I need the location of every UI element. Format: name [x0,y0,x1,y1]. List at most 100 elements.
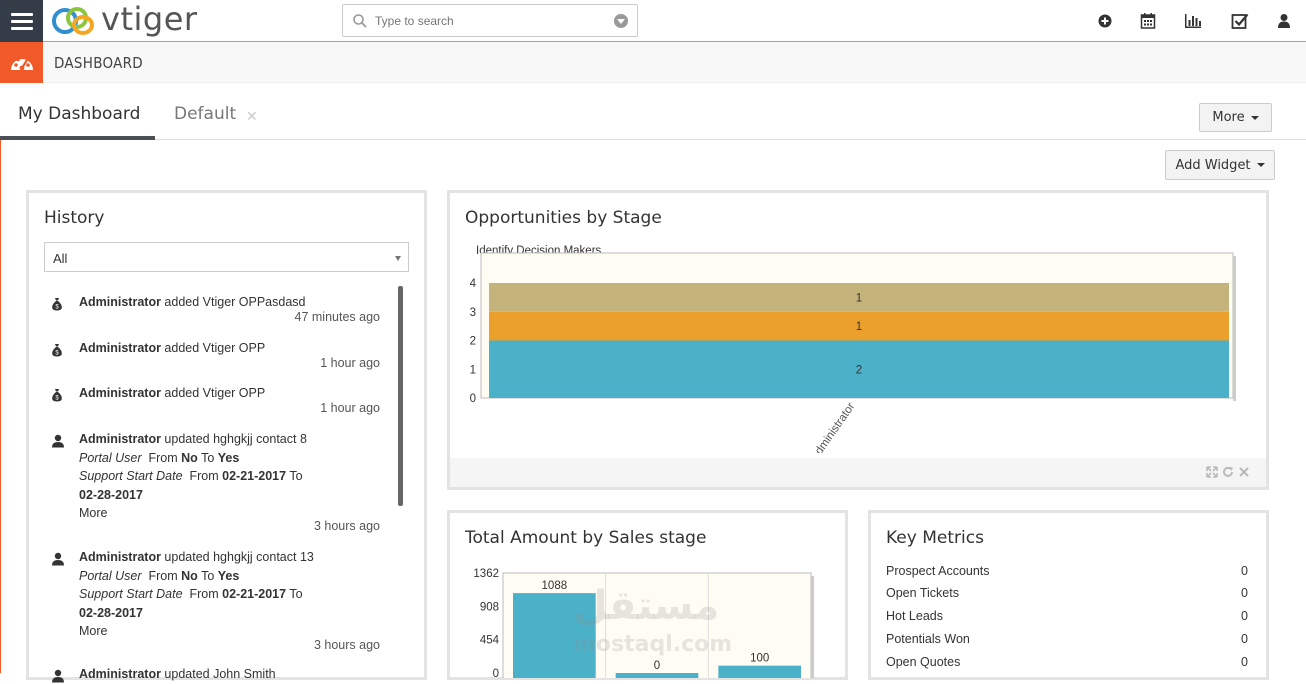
expand-icon[interactable] [1206,466,1218,478]
history-time: 1 hour ago [320,401,380,415]
y-tick-label: 454 [480,635,500,647]
metric-row[interactable]: Prospect Accounts 0 [886,564,1248,578]
new-value: 02-28-2017 [79,487,143,502]
bar[interactable] [615,673,699,678]
hamburger-menu-button[interactable] [0,0,43,42]
more-link[interactable]: More [79,506,108,520]
module-title: DASHBOARD [54,54,143,72]
search-input[interactable] [373,11,603,31]
bar[interactable] [513,593,596,678]
key-metrics-widget: Key Metrics Prospect Accounts 0 Open Tick… [868,510,1269,680]
metric-label: Open Quotes [886,655,961,669]
history-actor[interactable]: Administrator [79,386,161,400]
data-label: 1 [856,292,862,304]
active-tab-indicator [0,136,155,140]
history-action[interactable]: updated hghgkjj contact 8 [160,432,307,446]
to-label: To [289,587,303,601]
top-bar: vtiger [0,0,1306,42]
history-action[interactable]: added Vtiger OPPasdasd [160,295,306,309]
total-amount-widget: Total Amount by Sales stage 0 454 908 1362 … [447,510,848,680]
opportunities-by-stage-widget: Opportunities by Stage Identify Decision… [447,190,1269,490]
history-scrollbar[interactable] [398,286,403,506]
y-tick-label: 0 [470,393,476,405]
svg-text:$: $ [55,305,59,311]
refresh-icon[interactable] [1222,466,1234,478]
y-tick-label: 0 [493,668,499,678]
history-filter-value: All [53,251,68,266]
svg-text:$: $ [55,351,59,357]
metric-value: 0 [1241,586,1248,600]
metric-row[interactable]: Open Tickets 0 [886,586,1248,600]
logo[interactable]: vtiger [50,0,198,40]
metric-value: 0 [1241,655,1248,669]
metric-value: 0 [1241,564,1248,578]
global-search[interactable] [342,4,638,37]
total-amount-bar-chart[interactable]: 0 454 908 1362 1088 0 100 [460,563,840,678]
history-filter-select[interactable]: All [44,242,409,272]
y-tick-label: 2 [470,336,476,348]
metric-label: Open Tickets [886,586,959,600]
changed-field-name: Portal User [79,568,142,583]
history-action[interactable]: updated John Smith [160,667,276,681]
old-value: 02-21-2017 [222,469,287,483]
caret-down-icon [1250,115,1259,120]
from-label: From [189,469,219,483]
data-label: 0 [654,660,660,672]
money-bag-icon: $ [52,298,62,311]
history-time: 3 hours ago [313,638,380,652]
history-actor[interactable]: Administrator [79,550,161,564]
metric-row[interactable]: Hot Leads 0 [886,609,1248,623]
data-label: 2 [856,364,862,376]
more-link[interactable]: More [79,624,108,638]
more-button[interactable]: More [1199,103,1272,132]
dashboard-gauge-icon[interactable] [0,42,43,83]
metric-label: Hot Leads [886,609,943,623]
tab-default[interactable]: Default [174,104,237,124]
calendar-icon[interactable] [1140,12,1158,30]
close-icon[interactable] [1238,466,1250,478]
metric-row[interactable]: Potentials Won 0 [886,632,1248,646]
history-actor[interactable]: Administrator [79,295,161,309]
stacked-bar-segment[interactable] [489,283,1229,312]
old-value: No [181,568,198,583]
to-label: To [201,450,215,465]
history-action[interactable]: updated hghgkjj contact 13 [160,550,314,564]
menu-bar-icon [10,12,33,16]
new-value: 02-28-2017 [79,605,143,620]
checkbox-icon[interactable] [1231,12,1249,30]
history-actor[interactable]: Administrator [79,341,161,355]
y-tick-label: 1362 [473,568,499,580]
old-value: 02-21-2017 [222,587,287,601]
user-icon[interactable] [1276,12,1294,30]
dashboard-tabs: My Dashboard Default ✕ [0,84,1306,140]
metric-label: Potentials Won [886,632,970,646]
history-actor[interactable]: Administrator [79,432,161,446]
from-label: From [148,450,178,465]
plus-circle-icon[interactable] [1097,12,1115,30]
history-time: 47 minutes ago [294,310,380,324]
from-label: From [148,568,178,583]
history-action[interactable]: added Vtiger OPP [160,386,266,400]
metrics-widget-title: Key Metrics [886,528,984,548]
money-bag-icon: $ [52,389,62,402]
metric-value: 0 [1241,632,1248,646]
search-options-dropdown-icon[interactable] [614,14,628,28]
bar[interactable] [718,665,801,678]
changed-field-name: Support Start Date [79,587,183,601]
bar-chart-icon[interactable] [1184,12,1202,30]
y-tick-label: 4 [470,278,477,290]
y-tick-label: 1 [470,364,476,376]
add-widget-button[interactable]: Add Widget [1165,150,1275,180]
history-action[interactable]: added Vtiger OPP [160,341,266,355]
tab-my-dashboard[interactable]: My Dashboard [18,104,141,124]
history-actor[interactable]: Administrator [79,667,161,681]
vtiger-logo-icon [52,7,94,35]
metric-row[interactable]: Open Quotes 0 [886,655,1248,669]
stacked-bar-segment[interactable] [489,340,1229,399]
plot-shadow [1233,256,1236,401]
total-widget-title: Total Amount by Sales stage [465,528,707,548]
close-tab-icon[interactable]: ✕ [246,108,258,124]
stacked-bar-segment[interactable] [489,311,1229,341]
history-time: 1 hour ago [320,356,380,370]
